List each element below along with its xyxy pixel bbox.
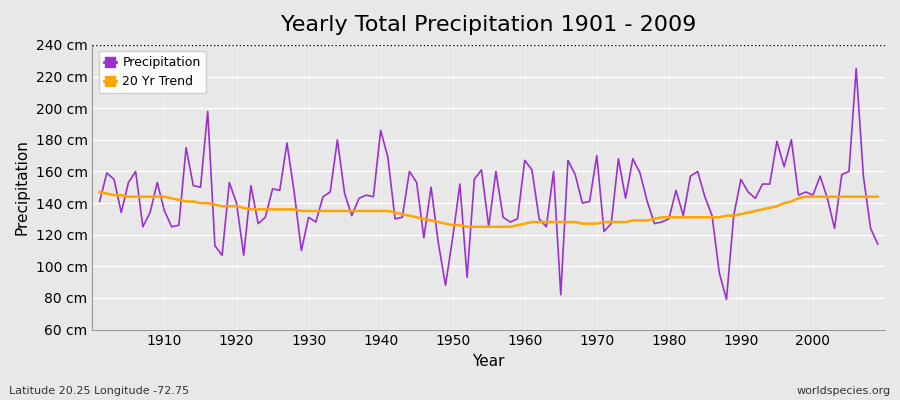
- Legend: Precipitation, 20 Yr Trend: Precipitation, 20 Yr Trend: [99, 51, 206, 93]
- X-axis label: Year: Year: [472, 354, 505, 369]
- Text: worldspecies.org: worldspecies.org: [796, 386, 891, 396]
- Text: Latitude 20.25 Longitude -72.75: Latitude 20.25 Longitude -72.75: [9, 386, 189, 396]
- Y-axis label: Precipitation: Precipitation: [15, 139, 30, 235]
- Title: Yearly Total Precipitation 1901 - 2009: Yearly Total Precipitation 1901 - 2009: [281, 15, 697, 35]
